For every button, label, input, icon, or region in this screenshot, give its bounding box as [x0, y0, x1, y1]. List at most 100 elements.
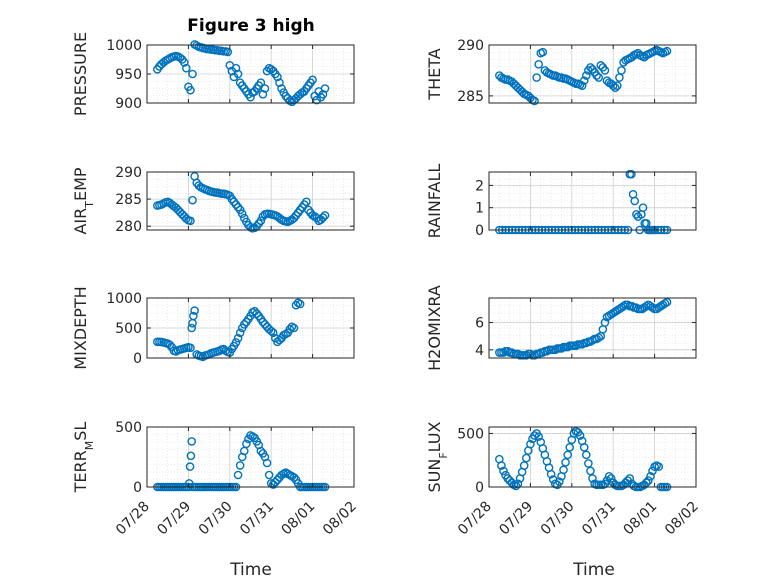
data-point	[250, 306, 259, 316]
data-point	[252, 309, 262, 318]
y-tick-label: 0	[475, 480, 484, 496]
y-axis-label: H2OMIXRA	[425, 285, 444, 371]
data-point	[264, 470, 274, 480]
y-axis-label-part: SL	[71, 422, 90, 441]
y-tick-label: 285	[115, 192, 142, 208]
panel-pressure: 900 950 1000 PRESSURE	[71, 32, 355, 116]
data-point	[235, 328, 245, 338]
data-point	[625, 474, 635, 483]
data-point	[507, 348, 517, 357]
data-point	[233, 470, 243, 480]
data-point	[271, 477, 280, 487]
data-point	[233, 333, 243, 343]
data-point	[289, 473, 299, 482]
data-point	[235, 461, 245, 470]
data-point	[631, 303, 641, 312]
figure-title: Figure 3 high	[187, 16, 315, 36]
panel-theta: 285 290 THETA	[425, 38, 697, 106]
data-point	[642, 301, 651, 311]
data-point	[571, 341, 581, 351]
y-tick-label: 1000	[106, 291, 142, 307]
data-point	[550, 345, 560, 355]
data-point	[521, 453, 531, 463]
data-point	[237, 209, 247, 219]
data-point	[285, 324, 295, 334]
data-point	[318, 213, 328, 222]
y-axis-label: THETA	[425, 48, 444, 100]
y-tick-label: 290	[115, 165, 142, 181]
data-point	[654, 462, 664, 471]
data-point	[231, 338, 241, 347]
data-point	[579, 76, 589, 85]
y-axis-label: MIXDEPTH	[71, 286, 90, 369]
data-point	[575, 431, 585, 440]
data-point	[308, 75, 317, 85]
data-point	[182, 63, 191, 73]
data-point	[530, 431, 539, 440]
data-point	[497, 461, 506, 470]
panel-rainfall: 0 1 2 RAINFALL	[425, 164, 697, 239]
data-point	[586, 63, 595, 72]
axes-box	[488, 171, 697, 231]
data-point	[186, 216, 195, 226]
data-point	[499, 466, 508, 476]
axes-box	[488, 44, 697, 104]
panel-mixdepth: 0 500 1000 MIXDEPTH	[71, 286, 355, 370]
y-tick-label: 290	[457, 38, 484, 54]
data-point	[532, 73, 541, 82]
y-axis-label-part: SUN	[425, 459, 444, 493]
data-point	[584, 459, 593, 468]
data-point	[256, 78, 266, 87]
y-axis-label-subscript: F	[437, 452, 450, 458]
data-point	[559, 465, 568, 475]
data-point	[617, 66, 626, 75]
data-point	[577, 81, 587, 91]
y-axis-label-subscript: M	[83, 441, 96, 451]
data-point	[275, 78, 284, 87]
y-tick-label: 280	[115, 219, 142, 235]
y-tick-label: 2	[475, 178, 484, 194]
y-tick-label: 900	[115, 96, 142, 112]
data-point	[521, 350, 531, 360]
data-point	[239, 320, 249, 329]
data-point	[187, 437, 197, 446]
data-point	[642, 478, 651, 488]
data-point	[530, 96, 539, 106]
data-point	[273, 72, 282, 82]
data-point	[295, 299, 305, 309]
data-point	[260, 84, 270, 93]
data-point	[638, 203, 648, 212]
data-point	[596, 61, 606, 70]
data-point	[223, 47, 233, 57]
series-markers	[153, 172, 330, 233]
data-point	[256, 446, 266, 456]
axes-box	[488, 297, 697, 359]
data-point	[318, 90, 328, 99]
data-point	[302, 197, 311, 207]
data-point	[613, 81, 622, 91]
data-point	[608, 81, 618, 91]
data-point	[320, 84, 330, 93]
data-point	[185, 462, 195, 471]
data-point	[538, 47, 548, 57]
y-axis-label: AIRTEMP	[71, 167, 96, 234]
y-tick-label: 500	[457, 426, 484, 442]
data-point	[594, 73, 604, 82]
data-point	[588, 474, 597, 483]
data-point	[542, 346, 552, 356]
data-point	[579, 443, 589, 452]
data-point	[320, 211, 330, 220]
y-axis-label: TERRMSL	[71, 422, 96, 494]
data-point	[627, 169, 636, 179]
data-point	[632, 210, 641, 219]
data-point	[600, 66, 610, 75]
data-point	[662, 46, 672, 56]
x-axis-label-left: Time	[229, 560, 272, 580]
data-point	[565, 443, 575, 452]
data-point	[592, 71, 601, 80]
y-tick-label: 0	[133, 351, 142, 367]
data-point	[511, 481, 521, 491]
data-point	[165, 340, 175, 350]
y-axis-label-part: EMP	[71, 167, 90, 201]
data-point	[586, 466, 595, 476]
